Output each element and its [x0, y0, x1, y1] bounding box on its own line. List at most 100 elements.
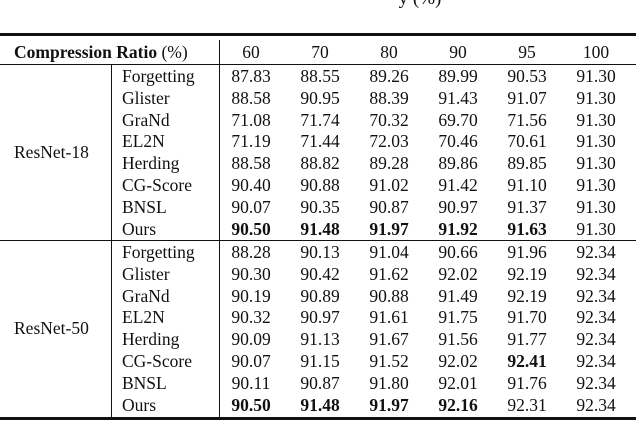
value-cell: 90.07 — [231, 196, 271, 217]
header-column: 60 — [242, 42, 260, 62]
value-cell: 90.42 — [300, 263, 340, 284]
value-cell: 91.75 — [438, 307, 478, 328]
value-cell: 91.61 — [369, 307, 409, 328]
value-cell: 91.04 — [369, 242, 409, 262]
header-column: 95 — [518, 42, 536, 62]
value-cell: 91.42 — [438, 175, 478, 195]
value-cell: 71.44 — [300, 131, 340, 152]
model-label: ResNet-18 — [14, 142, 89, 163]
header-unit: (%) — [157, 42, 188, 62]
model-label: ResNet-50 — [14, 318, 89, 339]
value-cell: 91.77 — [507, 329, 547, 350]
method-label: EL2N — [122, 131, 165, 152]
value-cell: 91.30 — [576, 153, 616, 174]
value-cell: 91.62 — [369, 263, 409, 284]
method-label: Herding — [122, 329, 180, 350]
value-cell: 92.34 — [576, 242, 616, 262]
value-cell: 91.49 — [438, 285, 478, 306]
value-cell: 92.34 — [576, 351, 616, 371]
value-cell: 90.89 — [300, 285, 340, 306]
header-column: 100 — [582, 42, 610, 62]
value-cell: 91.13 — [300, 329, 340, 350]
value-cell: 91.70 — [507, 307, 547, 328]
method-label: CG-Score — [122, 175, 192, 195]
value-cell: 89.99 — [438, 66, 478, 86]
value-cell: 90.19 — [231, 285, 271, 306]
value-cell: 92.02 — [438, 263, 478, 284]
value-cell: 92.34 — [576, 329, 616, 350]
value-cell: 72.03 — [369, 131, 409, 152]
value-cell: 92.34 — [576, 307, 616, 328]
value-cell: 90.88 — [369, 285, 409, 306]
value-cell: 92.19 — [507, 285, 547, 306]
method-label: Ours — [122, 394, 157, 415]
value-cell: 70.46 — [438, 131, 478, 152]
method-label: Herding — [122, 153, 180, 174]
method-label: GraNd — [122, 285, 170, 306]
value-cell: 92.19 — [507, 263, 547, 284]
method-label: BNSL — [122, 196, 167, 217]
value-cell: 91.56 — [438, 329, 478, 350]
value-cell: 88.58 — [231, 153, 271, 174]
method-label: CG-Score — [122, 351, 192, 371]
header-column: 70 — [311, 42, 329, 62]
header-column: 90 — [449, 42, 467, 62]
value-cell: 92.01 — [438, 372, 478, 393]
value-cell: 90.50 — [231, 218, 271, 239]
value-cell: 89.85 — [507, 153, 547, 174]
value-cell: 92.31 — [507, 394, 547, 415]
value-cell: 91.07 — [507, 87, 547, 108]
value-cell: 91.02 — [369, 175, 409, 195]
value-cell: 90.87 — [300, 372, 340, 393]
value-cell: 92.41 — [507, 351, 547, 371]
method-label: EL2N — [122, 307, 165, 328]
value-cell: 91.30 — [576, 66, 616, 86]
value-cell: 92.34 — [576, 263, 616, 284]
value-cell: 89.86 — [438, 153, 478, 174]
method-label: Forgetting — [122, 66, 195, 86]
value-cell: 90.88 — [300, 175, 340, 195]
header-label: Compression Ratio — [14, 42, 158, 62]
value-cell: 90.95 — [300, 87, 340, 108]
value-cell: 92.02 — [438, 351, 478, 371]
value-cell: 92.34 — [576, 285, 616, 306]
method-label: BNSL — [122, 372, 167, 393]
value-cell: 88.55 — [300, 66, 340, 86]
value-cell: 91.92 — [438, 218, 478, 239]
value-cell: 91.97 — [369, 394, 409, 415]
value-cell: 90.50 — [231, 394, 271, 415]
value-cell: 90.35 — [300, 196, 340, 217]
value-cell: 91.37 — [507, 196, 547, 217]
value-cell: 92.16 — [438, 394, 478, 415]
value-cell: 90.32 — [231, 307, 271, 328]
value-cell: 90.07 — [231, 351, 271, 371]
value-cell: 71.74 — [300, 109, 340, 130]
value-cell: 90.13 — [300, 242, 340, 262]
value-cell: 90.53 — [507, 66, 547, 86]
value-cell: 91.10 — [507, 175, 547, 195]
value-cell: 91.30 — [576, 109, 616, 130]
value-cell: 88.28 — [231, 242, 271, 262]
value-cell: 90.97 — [300, 307, 340, 328]
value-cell: 91.63 — [507, 218, 547, 239]
value-cell: 91.30 — [576, 131, 616, 152]
value-cell: 91.67 — [369, 329, 409, 350]
model-divider — [111, 65, 112, 417]
method-label: Glister — [122, 87, 170, 108]
method-label: Ours — [122, 218, 157, 239]
value-cell: 91.43 — [438, 87, 478, 108]
method-label: Forgetting — [122, 242, 195, 262]
value-cell: 90.87 — [369, 196, 409, 217]
value-cell: 92.34 — [576, 372, 616, 393]
value-cell: 90.30 — [231, 263, 271, 284]
value-cell: 91.30 — [576, 196, 616, 217]
value-cell: 90.97 — [438, 196, 478, 217]
value-cell: 70.61 — [507, 131, 547, 152]
value-cell: 71.19 — [231, 131, 271, 152]
value-cell: 91.30 — [576, 87, 616, 108]
value-cell: 89.26 — [369, 66, 409, 86]
value-cell: 91.15 — [300, 351, 340, 371]
value-cell: 91.97 — [369, 218, 409, 239]
header-column: 80 — [380, 42, 398, 62]
value-cell: 88.58 — [231, 87, 271, 108]
